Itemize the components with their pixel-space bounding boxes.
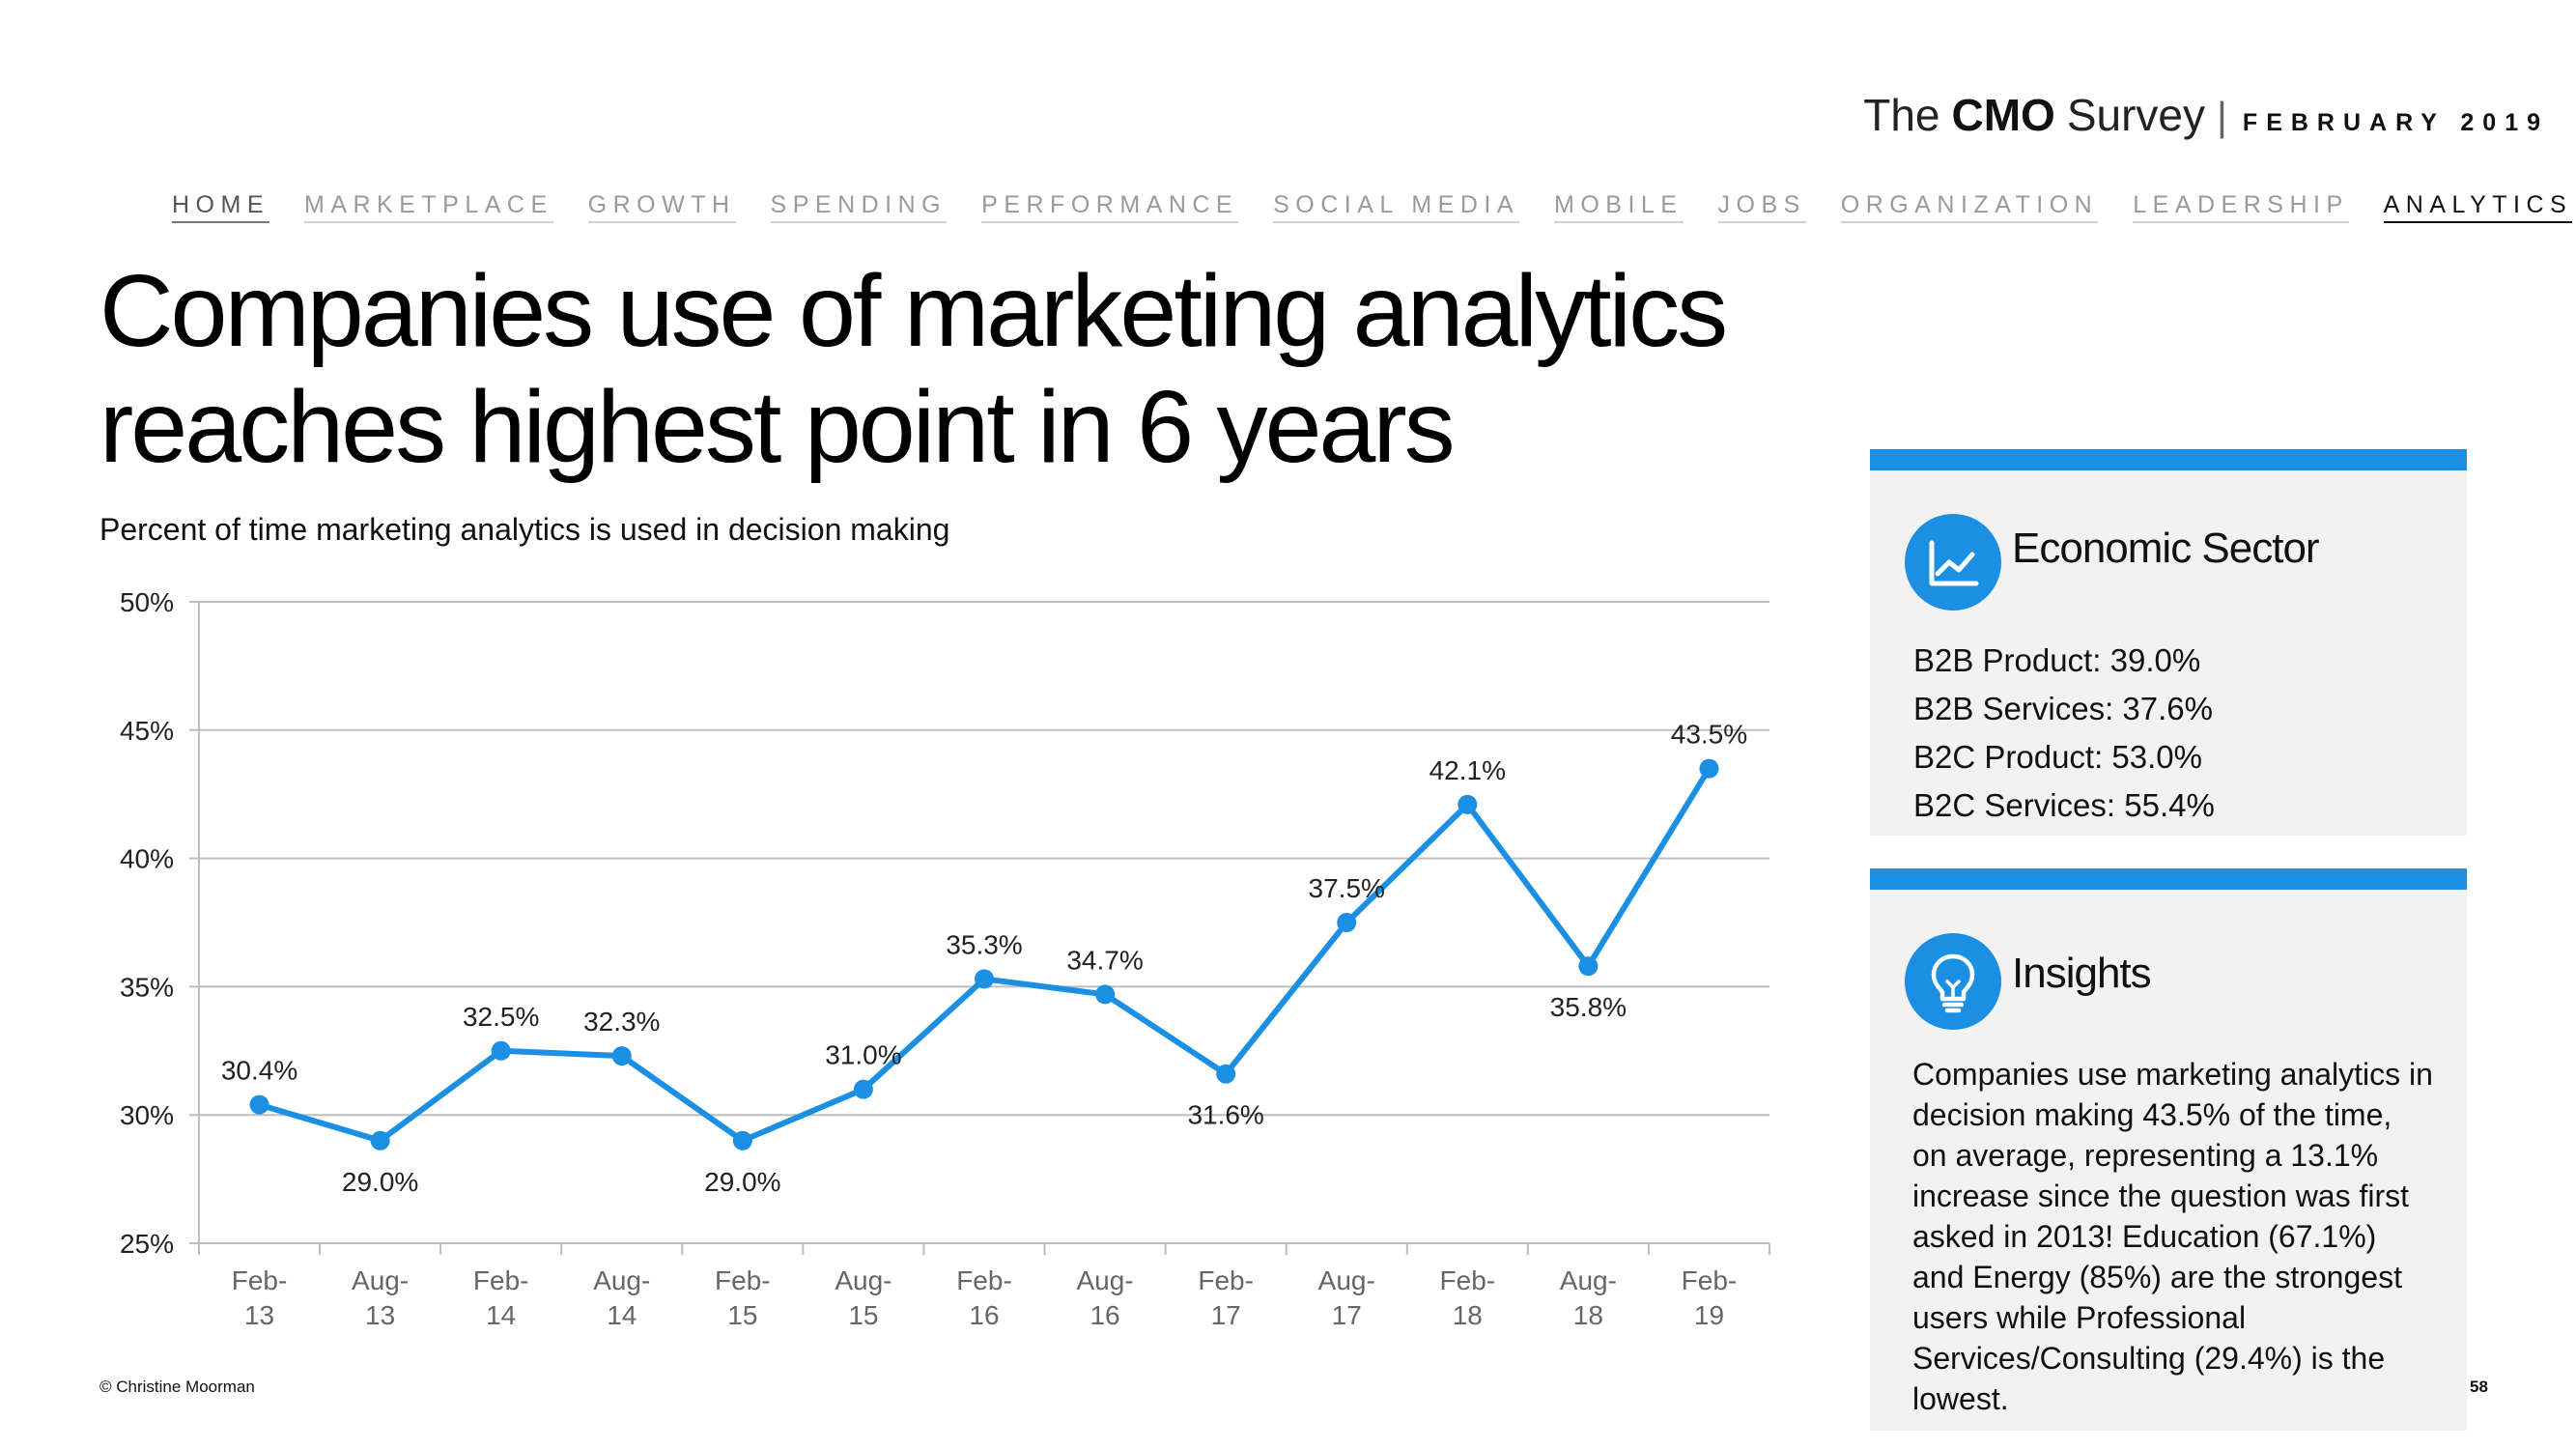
- copyright: © Christine Moorman: [99, 1378, 255, 1396]
- data-label: 43.5%: [1671, 720, 1747, 750]
- lightbulb-icon: [1905, 933, 2001, 1030]
- data-point: [370, 1130, 390, 1151]
- brand-date: FEBRUARY 2019: [2242, 109, 2549, 136]
- data-point: [491, 1040, 511, 1061]
- data-label: 32.5%: [463, 1002, 539, 1032]
- y-tick-label: 30%: [120, 1100, 174, 1130]
- data-point: [1458, 794, 1478, 814]
- x-tick-label: Aug-14: [593, 1265, 650, 1330]
- insights-title: Insights: [2012, 950, 2152, 997]
- insights-card: Insights Companies use marketing analyti…: [1870, 868, 2467, 1431]
- data-point: [1337, 913, 1357, 932]
- y-tick-label: 45%: [120, 716, 174, 746]
- top-nav: HOME MARKETPLACE GROWTH SPENDING PERFORM…: [172, 191, 2576, 223]
- economic-sector-title: Economic Sector: [2012, 525, 2320, 572]
- brand-the: The: [1863, 90, 1940, 140]
- insights-text: Companies use marketing analytics in dec…: [1912, 1057, 2433, 1416]
- data-point: [732, 1130, 752, 1151]
- line-chart-icon: [1905, 514, 2001, 611]
- line-chart: 25% 30% 35% 40% 45% 50% Feb-13 Aug-13 Feb-14 Aug-…: [120, 587, 1770, 1330]
- brand-separator: |: [2217, 94, 2227, 139]
- nav-item-organization[interactable]: ORGANIZATION: [1840, 191, 2099, 223]
- data-label: 35.3%: [946, 929, 1022, 959]
- economic-sector-card: Economic Sector B2B Product: 39.0% B2B S…: [1870, 449, 2467, 836]
- nav-item-leadership[interactable]: LEADERSHIP: [2133, 191, 2349, 223]
- data-label: 31.6%: [1187, 1100, 1263, 1130]
- data-label: 29.0%: [704, 1167, 780, 1197]
- nav-item-jobs[interactable]: JOBS: [1717, 191, 1806, 223]
- nav-item-analytics[interactable]: ANALYTICS: [2383, 191, 2573, 223]
- data-label: 34.7%: [1066, 945, 1143, 975]
- nav-item-spending[interactable]: SPENDING: [770, 191, 948, 223]
- x-tick-label: Feb-15: [715, 1265, 771, 1330]
- economic-sector-list: B2B Product: 39.0% B2B Services: 37.6% B…: [1913, 637, 2215, 830]
- data-point: [611, 1046, 632, 1066]
- data-label: 31.0%: [825, 1040, 901, 1070]
- nav-item-growth[interactable]: GROWTH: [587, 191, 736, 223]
- x-tick-label: Feb-13: [232, 1265, 288, 1330]
- nav-item-marketplace[interactable]: MARKETPLACE: [304, 191, 553, 223]
- x-tick-label: Feb-16: [956, 1265, 1012, 1330]
- data-point: [975, 969, 994, 989]
- data-point: [1095, 984, 1116, 1005]
- data-label: 30.4%: [221, 1056, 297, 1086]
- data-point: [1578, 956, 1599, 977]
- x-tick-label: Aug-16: [1076, 1265, 1133, 1330]
- nav-item-mobile[interactable]: MOBILE: [1554, 191, 1684, 223]
- brand-logo: The CMO Survey | FEBRUARY 2019: [1863, 89, 2549, 141]
- data-point: [249, 1094, 269, 1115]
- x-tick-label: Feb-19: [1682, 1265, 1738, 1330]
- list-item: B2B Services: 37.6%: [1913, 691, 2213, 726]
- data-point: [1216, 1064, 1236, 1084]
- x-tick-label: Aug-17: [1318, 1265, 1375, 1330]
- x-tick-label: Feb-18: [1440, 1265, 1496, 1330]
- list-item: B2B Product: 39.0%: [1913, 642, 2201, 678]
- data-label: 42.1%: [1430, 755, 1506, 785]
- nav-item-performance[interactable]: PERFORMANCE: [981, 191, 1239, 223]
- data-point: [1699, 758, 1719, 779]
- data-label: 29.0%: [342, 1167, 418, 1197]
- brand-survey: Survey: [2066, 90, 2205, 140]
- page-title: Companies use of marketing analytics rea…: [99, 254, 1728, 484]
- x-tick-label: Aug-15: [835, 1265, 892, 1330]
- x-tick-label: Feb-14: [473, 1265, 529, 1330]
- data-point: [853, 1079, 873, 1099]
- y-tick-label: 40%: [120, 844, 174, 874]
- x-tick-label: Aug-13: [352, 1265, 409, 1330]
- data-label: 35.8%: [1550, 992, 1627, 1022]
- list-item: B2C Services: 55.4%: [1913, 787, 2215, 823]
- chart-subtitle: Percent of time marketing analytics is u…: [99, 512, 950, 547]
- brand-cmo: CMO: [1951, 90, 2055, 140]
- data-label: 32.3%: [583, 1007, 660, 1037]
- y-tick-label: 50%: [120, 587, 174, 617]
- y-tick-label: 25%: [120, 1229, 174, 1259]
- list-item: B2C Product: 53.0%: [1913, 739, 2202, 775]
- x-tick-label: Feb-17: [1198, 1265, 1254, 1330]
- page-number: 58: [2470, 1378, 2488, 1396]
- y-tick-label: 35%: [120, 972, 174, 1002]
- nav-item-social-media[interactable]: SOCIAL MEDIA: [1273, 191, 1520, 223]
- data-label: 37.5%: [1309, 873, 1385, 903]
- nav-item-home[interactable]: HOME: [172, 191, 269, 223]
- x-tick-label: Aug-18: [1560, 1265, 1617, 1330]
